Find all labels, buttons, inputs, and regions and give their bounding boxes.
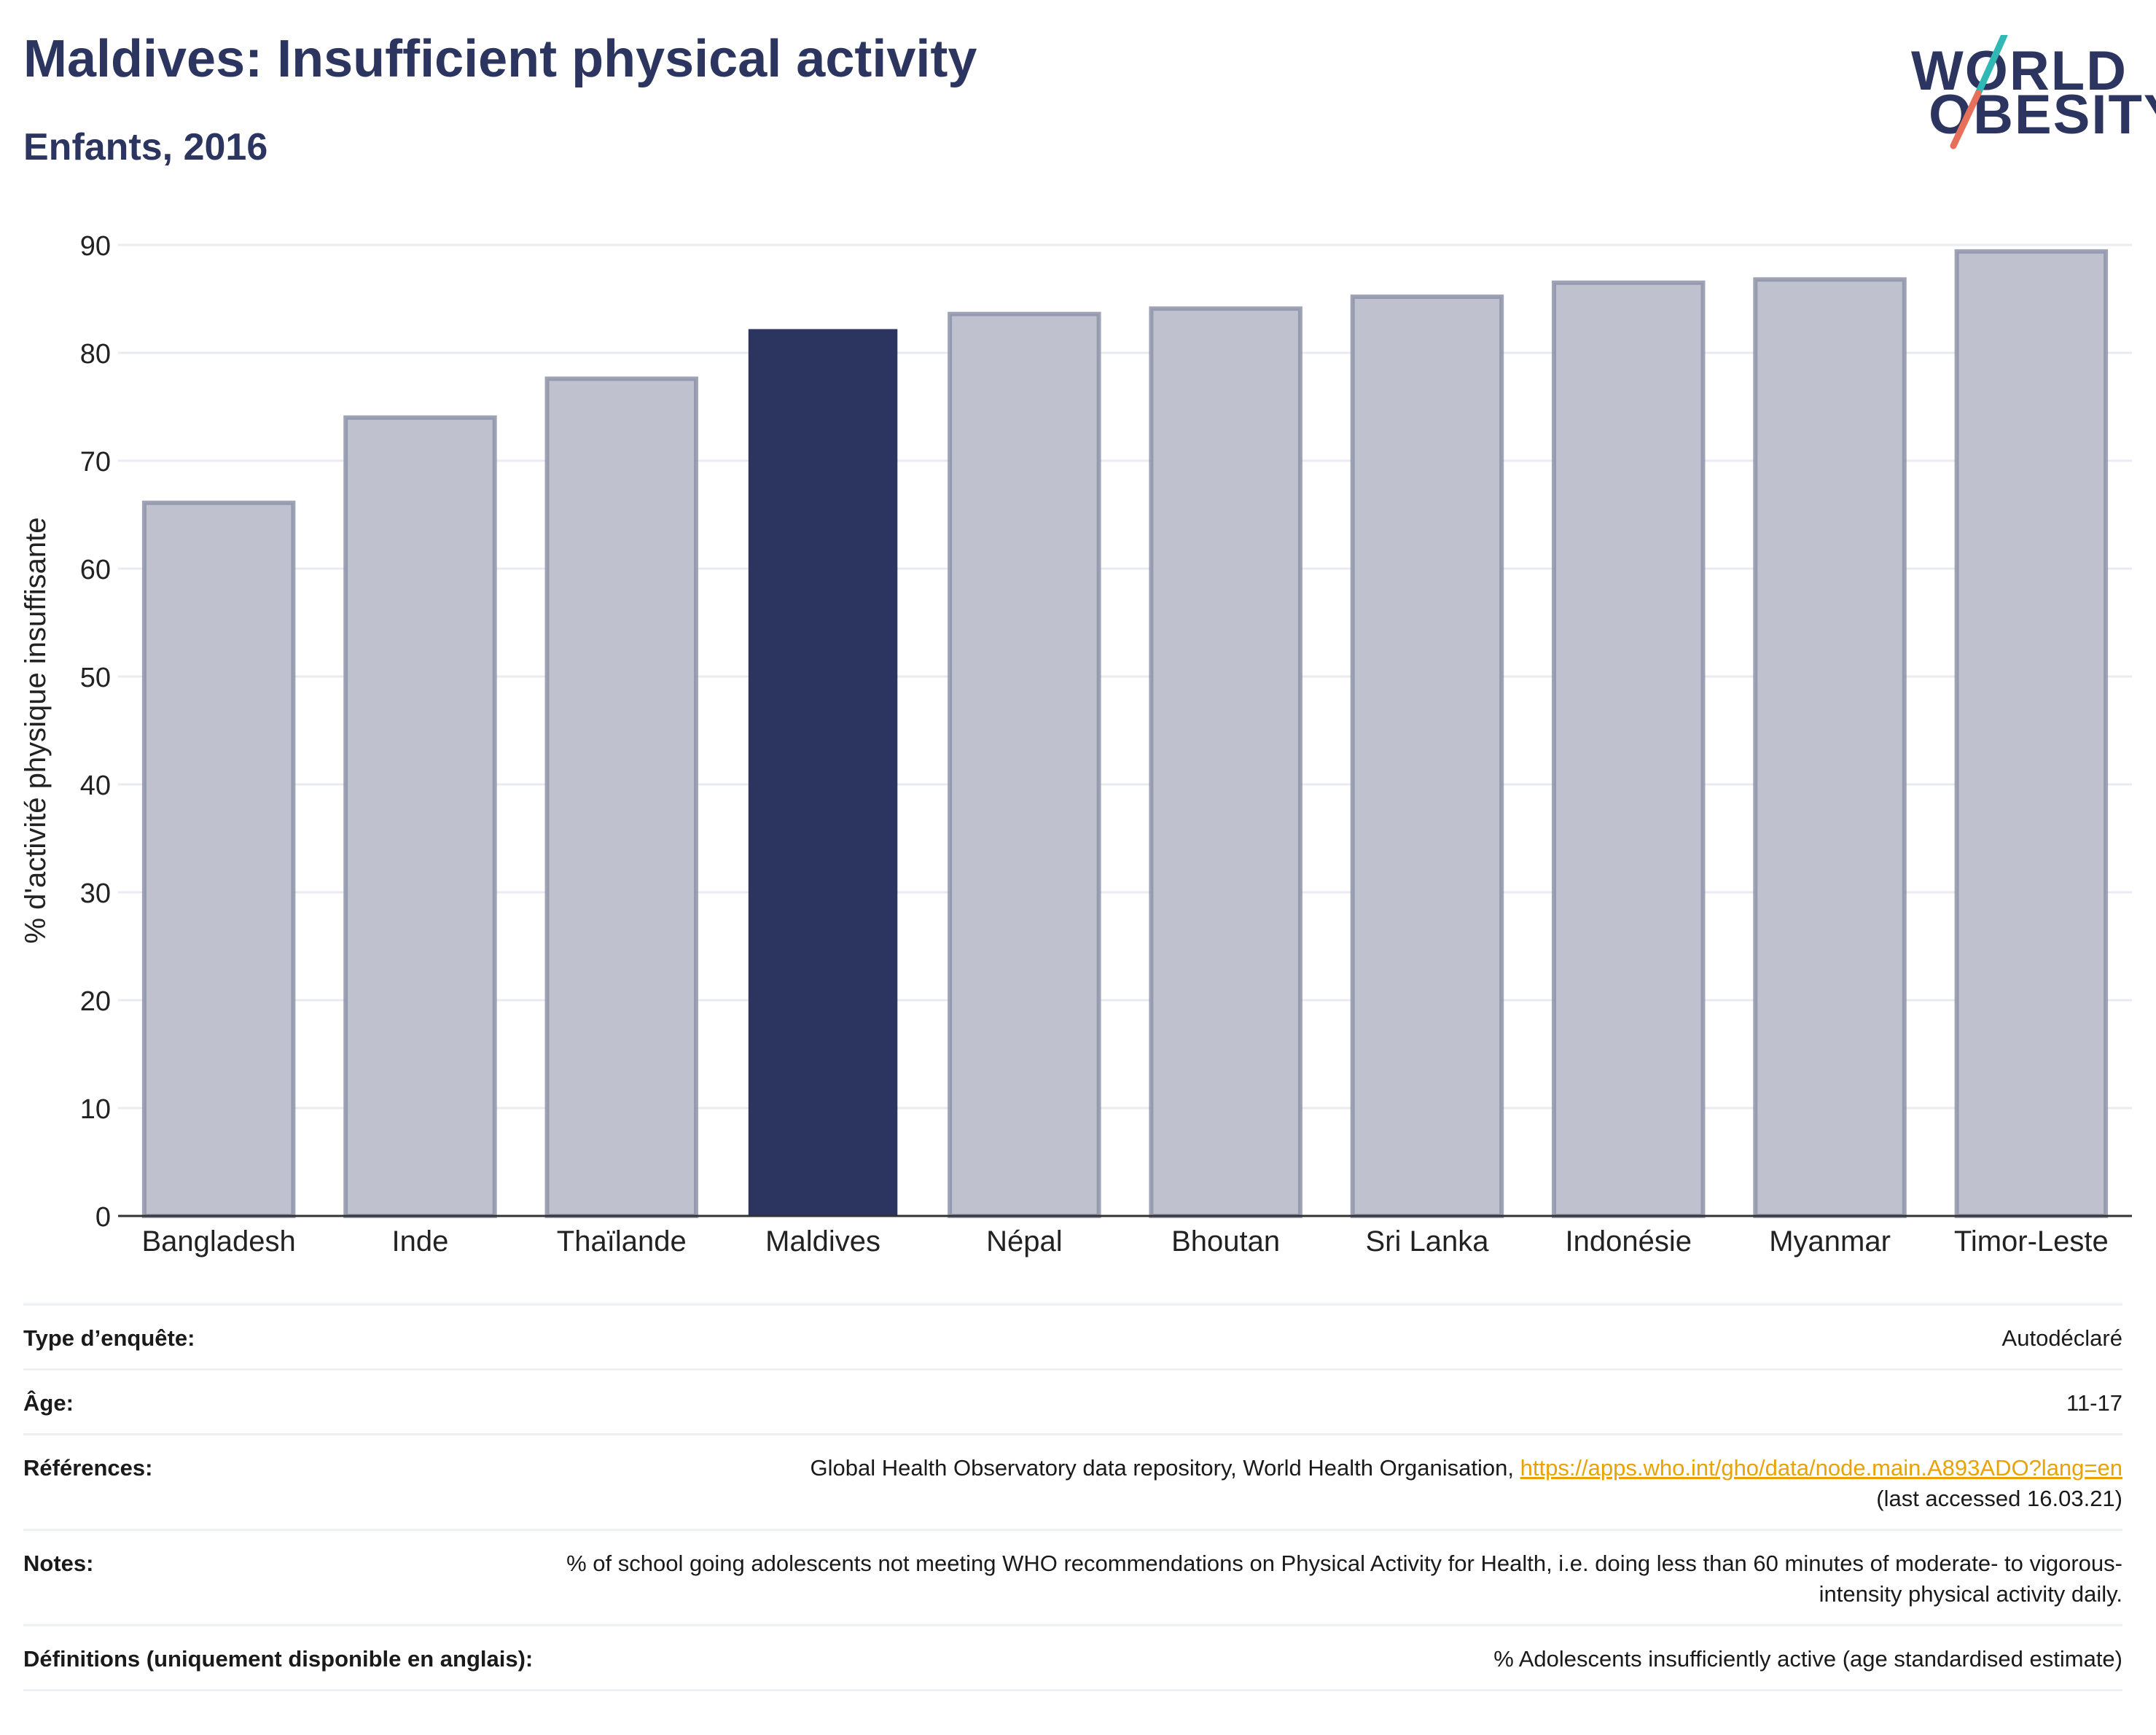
bar-myanmar[interactable]	[1753, 277, 1907, 1219]
info-value: Autodéclaré	[534, 1323, 2122, 1354]
info-row: Âge: 11-17	[23, 1368, 2122, 1433]
x-tick-label: Indonésie	[1566, 1225, 1692, 1258]
y-tick-label: 10	[80, 1094, 111, 1125]
info-value: % Adolescents insufficiently active (age…	[534, 1644, 2122, 1674]
bar-n-pal[interactable]	[948, 311, 1101, 1219]
info-value-text: % of school going adolescents not meetin…	[566, 1551, 2122, 1607]
info-value-text: % Adolescents insufficiently active (age…	[1493, 1646, 2122, 1672]
bar-bangladesh[interactable]	[141, 500, 296, 1219]
info-value-text: 11-17	[2066, 1390, 2122, 1416]
bar-timor-leste[interactable]	[1954, 249, 2109, 1218]
info-value: Global Health Observatory data repositor…	[534, 1453, 2122, 1514]
info-label: Notes:	[23, 1551, 94, 1576]
x-tick-label: Sri Lanka	[1365, 1225, 1489, 1258]
y-axis-ticks: 0 10 20 30 40 50 60 70 80 90	[80, 231, 111, 1233]
reference-link[interactable]: https://apps.who.int/gho/data/node.main.…	[1520, 1455, 2122, 1481]
info-label: Âge:	[23, 1390, 74, 1416]
y-tick-label: 30	[80, 878, 111, 909]
info-value-text: Autodéclaré	[2001, 1325, 2122, 1351]
bar-maldives[interactable]	[748, 329, 898, 1217]
logo-slash-icon	[1950, 35, 2008, 149]
y-axis-label: % d'activité physique insuffisante	[20, 517, 52, 943]
x-tick-label: Thaïlande	[557, 1225, 687, 1258]
info-label: Type d’enquête:	[23, 1325, 195, 1351]
y-tick-label: 20	[80, 986, 111, 1017]
bar-chart: 0 10 20 30 40 50 60 70 80 90 Bangladesh Inde Thaïla…	[20, 231, 2132, 1258]
x-tick-label: Bhoutan	[1171, 1225, 1280, 1258]
world-obesity-logo: WORLD OBESITY	[1902, 35, 2156, 159]
info-row: Références: Global Health Observatory dat…	[23, 1433, 2122, 1529]
bars	[141, 249, 2109, 1219]
x-axis-ticks: Bangladesh Inde Thaïlande Maldives Népal Bhou…	[142, 1225, 2109, 1258]
bar-indon-sie[interactable]	[1552, 280, 1706, 1218]
x-tick-label: Myanmar	[1769, 1225, 1891, 1258]
y-tick-label: 70	[80, 447, 111, 477]
chart-subtitle: Enfants, 2016	[23, 126, 268, 168]
bar-bhoutan[interactable]	[1149, 306, 1302, 1219]
x-tick-label: Maldives	[765, 1225, 880, 1258]
info-row: Type d’enquête: Autodéclaré	[23, 1303, 2122, 1368]
bar-tha-lande[interactable]	[544, 376, 698, 1218]
x-tick-label: Timor-Leste	[1954, 1225, 2109, 1258]
x-tick-label: Bangladesh	[142, 1225, 296, 1258]
info-label: Définitions (uniquement disponible en an…	[23, 1646, 534, 1672]
x-tick-label: Népal	[986, 1225, 1063, 1258]
info-value: 11-17	[534, 1388, 2122, 1419]
y-tick-label: 0	[95, 1202, 111, 1233]
chart-title: Maldives: Insufficient physical activity	[23, 30, 977, 88]
logo-word-world: WORLD	[1911, 40, 2128, 102]
y-tick-label: 50	[80, 663, 111, 693]
bar-sri-lanka[interactable]	[1350, 295, 1504, 1218]
y-tick-label: 90	[80, 231, 111, 262]
y-tick-label: 60	[80, 555, 111, 585]
info-value-note: (last accessed 16.03.21)	[1876, 1486, 2122, 1511]
info-value-text: Global Health Observatory data repositor…	[810, 1455, 1520, 1481]
info-label: Références:	[23, 1455, 153, 1481]
info-row: Notes: % of school going adolescents not …	[23, 1529, 2122, 1624]
y-tick-label: 40	[80, 771, 111, 801]
info-table: Type d’enquête: Autodéclaré Âge: 11-17 Référ…	[23, 1303, 2122, 1691]
y-tick-label: 80	[80, 339, 111, 370]
info-row: Définitions (uniquement disponible en an…	[23, 1624, 2122, 1691]
info-value: % of school going adolescents not meetin…	[534, 1548, 2122, 1610]
x-tick-label: Inde	[392, 1225, 449, 1258]
bar-inde[interactable]	[343, 415, 497, 1218]
